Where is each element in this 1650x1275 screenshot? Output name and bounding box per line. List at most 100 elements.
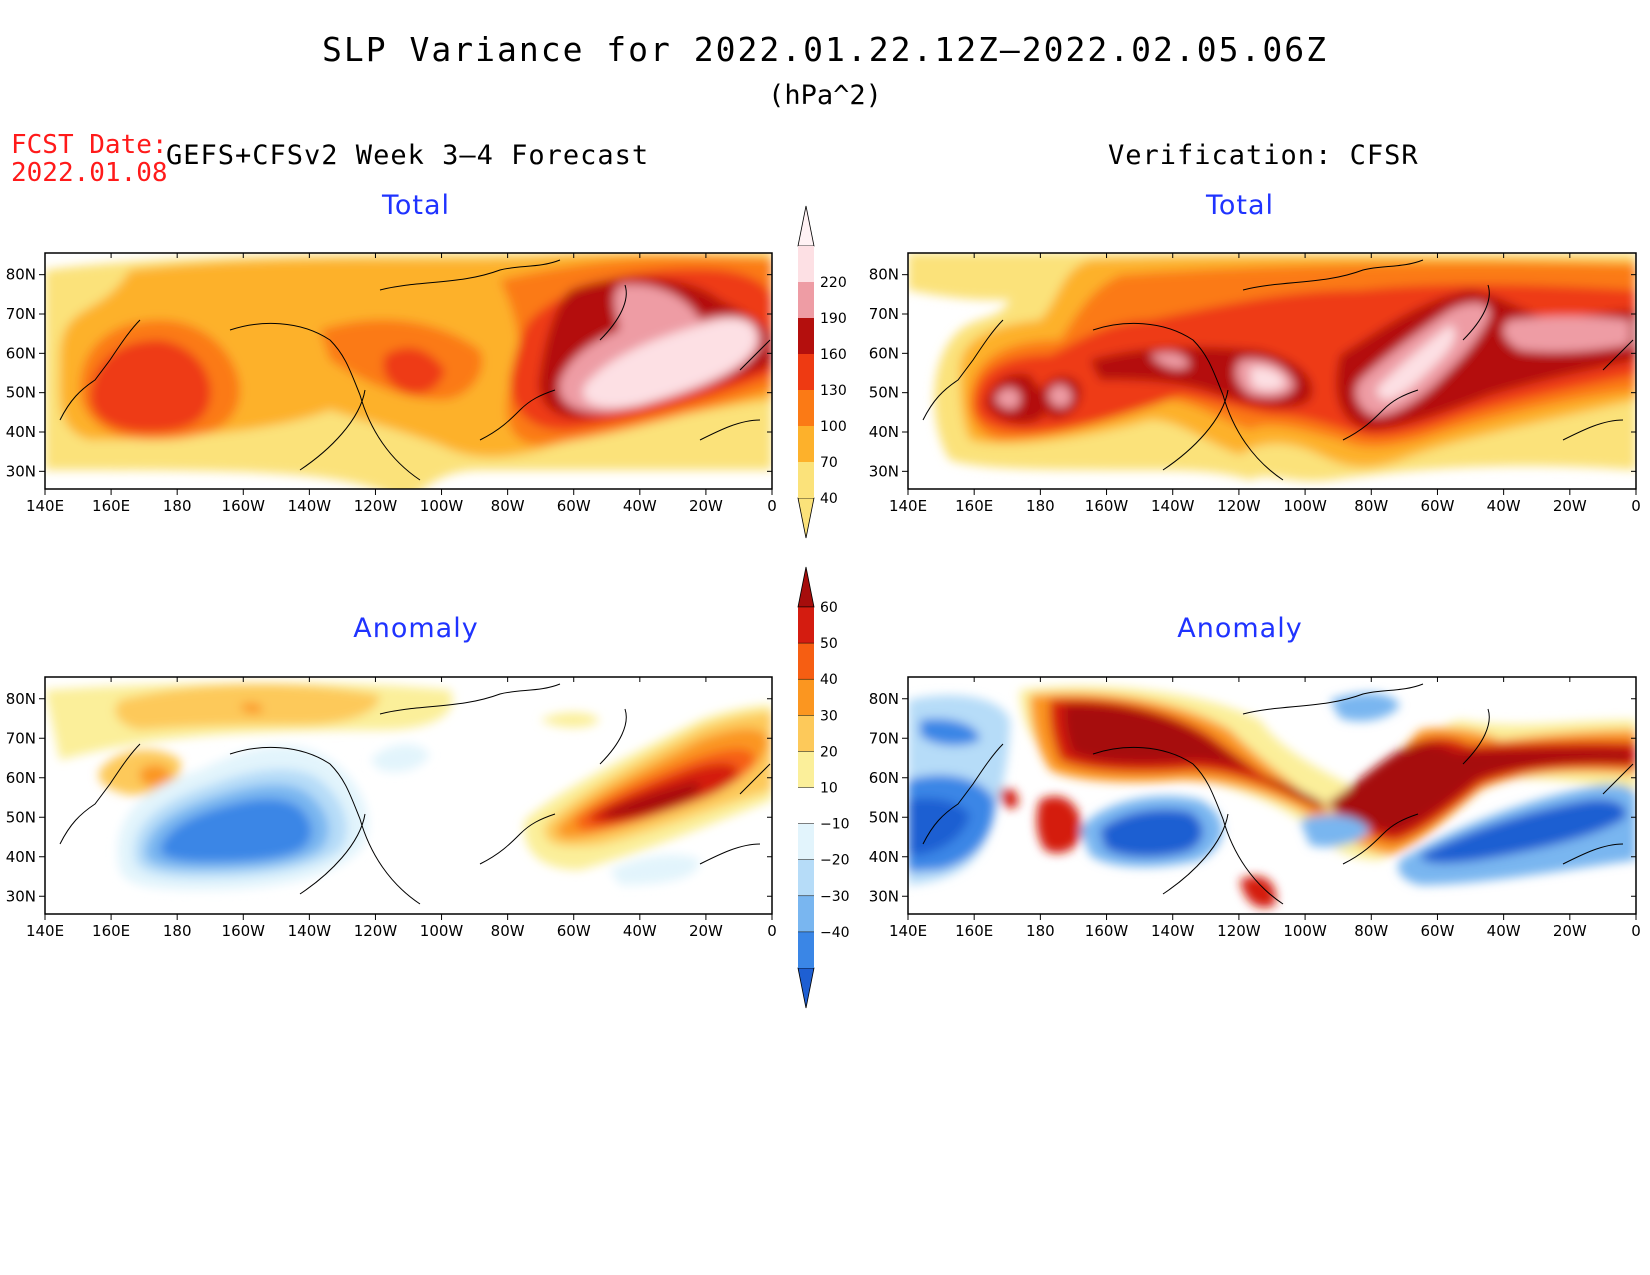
colorbar-total-label: 220 — [820, 275, 847, 291]
colorbar-total-label: 40 — [820, 491, 838, 507]
lon-tick-label: 140W — [288, 497, 332, 515]
lat-tick-label: 70N — [6, 305, 36, 323]
lat-tick-label: 70N — [869, 729, 899, 747]
coastline — [479, 389, 556, 441]
lat-tick-label: 70N — [869, 305, 899, 323]
fcst-date-label: FCST Date: — [11, 130, 168, 160]
lon-tick-label: 160E — [955, 922, 993, 940]
lat-tick-label: 30N — [869, 462, 899, 480]
lon-tick-label: 120W — [354, 497, 398, 515]
lon-tick-label: 0 — [1631, 922, 1641, 940]
lon-tick-label: 140W — [1151, 497, 1195, 515]
lon-tick-label: 0 — [1631, 497, 1641, 515]
lon-tick-label: 160E — [92, 497, 130, 515]
coastline — [379, 683, 561, 715]
forecast-header: GEFS+CFSv2 Week 3–4 Forecast — [166, 140, 650, 171]
lon-tick-label: 60W — [557, 497, 591, 515]
colorbar-swatch — [798, 895, 814, 932]
axis-layer: 140E 160E 180 160W 140W 120W 100W 80W 60W 40W 20W 0… — [6, 253, 1641, 940]
verification-header: Verification: CFSR — [1108, 140, 1419, 171]
coastline — [1342, 389, 1419, 441]
colorbar-arrow-top — [797, 566, 815, 608]
colorbar-swatch — [798, 318, 814, 354]
lat-tick-label: 50N — [869, 808, 899, 826]
contour-220 — [583, 318, 756, 408]
lon-tick-label: 160W — [222, 922, 266, 940]
map-verification-anomaly — [907, 676, 1637, 915]
lat-tick-label: 40N — [869, 423, 899, 441]
coastline — [1092, 323, 1284, 481]
anom-pos-20 — [98, 684, 380, 795]
lat-tick-label: 30N — [869, 887, 899, 905]
lon-tick-label: 140W — [288, 922, 332, 940]
lon-tick-label: 140W — [1151, 922, 1195, 940]
lon-tick-label: 140E — [26, 922, 64, 940]
coastline — [229, 747, 421, 905]
lon-tick-label: 120W — [354, 922, 398, 940]
coastline — [1462, 708, 1490, 765]
colorbar-swatch — [798, 931, 814, 968]
colorbar-total-label: 70 — [820, 455, 838, 471]
coastline — [59, 319, 141, 421]
lat-tick-label: 50N — [869, 384, 899, 402]
lat-tick-label: 80N — [6, 690, 36, 708]
coastline — [1342, 813, 1419, 865]
colorbar-swatch — [798, 715, 814, 752]
colorbar-anomaly-label: 20 — [820, 744, 838, 760]
colorbar-total-label: 190 — [820, 311, 847, 327]
coastline — [1562, 843, 1624, 865]
colorbar-anomaly-label: −40 — [820, 925, 850, 941]
colorbar-swatch — [798, 823, 814, 860]
figure-title: SLP Variance for 2022.01.22.12Z–2022.02.… — [322, 30, 1328, 69]
anom-pos-30 — [140, 702, 263, 788]
contour-220 — [1250, 325, 1456, 400]
lon-tick-label: 100W — [420, 497, 464, 515]
anom-pos-isolated — [1000, 788, 1276, 908]
lon-tick-label: 160E — [92, 922, 130, 940]
lon-tick-label: 40W — [623, 922, 657, 940]
anom-neg-west-40 — [908, 798, 970, 855]
lon-tick-label: 180 — [163, 922, 192, 940]
anom-pos-east-60 — [605, 782, 700, 818]
lat-tick-label: 80N — [6, 266, 36, 284]
lon-tick-label: 20W — [689, 922, 723, 940]
lon-tick-label: 60W — [557, 922, 591, 940]
panel-title-forecast-anomaly: Anomaly — [353, 613, 479, 644]
lat-tick-label: 60N — [6, 344, 36, 362]
colorbar-swatch — [798, 282, 814, 318]
colorbar-swatch — [798, 390, 814, 426]
coastline — [299, 813, 366, 895]
colorbar-anomaly-label: 40 — [820, 672, 838, 688]
lat-tick-label: 60N — [869, 769, 899, 787]
lon-tick-label: 0 — [767, 922, 777, 940]
colorbar-anomaly-label: −10 — [820, 817, 850, 833]
colorbar-anomaly-label: 50 — [820, 636, 838, 652]
colorbar-anomaly-label: 60 — [820, 600, 838, 616]
coastline — [1092, 747, 1284, 905]
colorbar-total: 40 70 100 130 160 190 220 — [797, 205, 847, 539]
coastline — [699, 843, 761, 865]
coastline — [599, 708, 627, 765]
lon-tick-label: 80W — [1354, 922, 1388, 940]
panel-title-verification-anomaly: Anomaly — [1177, 613, 1303, 644]
coastline — [1602, 339, 1634, 371]
colorbar-swatch — [798, 607, 814, 644]
colorbar-swatch — [798, 751, 814, 788]
coastline — [59, 743, 141, 845]
colorbar-swatch — [798, 679, 814, 716]
colorbar-total-label: 130 — [820, 383, 847, 399]
colorbar-anomaly-label: −20 — [820, 853, 850, 869]
fcst-date-value: 2022.01.08 — [11, 158, 168, 188]
coastline — [1162, 813, 1229, 895]
lat-tick-label: 50N — [6, 384, 36, 402]
coastline — [1242, 683, 1424, 715]
lon-tick-label: 180 — [1026, 497, 1055, 515]
lon-tick-label: 20W — [1553, 497, 1587, 515]
lat-tick-label: 40N — [6, 423, 36, 441]
lat-tick-label: 40N — [869, 848, 899, 866]
anom-pos-main-60 — [1064, 704, 1630, 832]
coastline — [479, 813, 556, 865]
lat-tick-label: 60N — [869, 344, 899, 362]
colorbar-anomaly-label: −30 — [820, 889, 850, 905]
colorbar-swatch — [798, 859, 814, 896]
